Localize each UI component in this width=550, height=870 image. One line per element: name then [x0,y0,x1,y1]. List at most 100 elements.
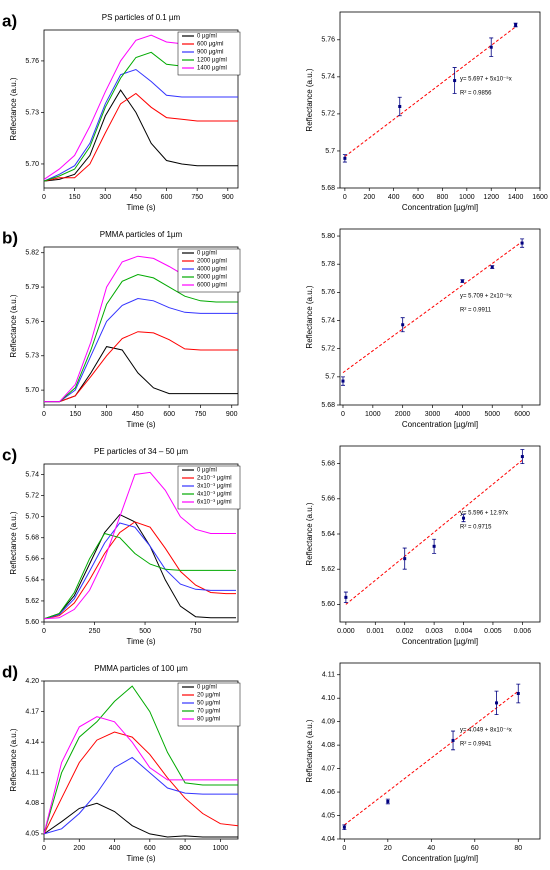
x-tick-label: 750 [190,628,202,635]
x-tick-label: 600 [161,194,173,201]
x-tick-label: 3000 [425,411,441,418]
x-tick-label: 0.000 [337,628,355,635]
x-tick-label: 1400 [508,194,524,201]
data-point [453,79,457,83]
legend-label: 50 µg/ml [197,701,220,707]
data-point [386,799,390,803]
y-tick-label: 5.72 [25,492,39,499]
y-axis-label: Reflectance (a.u.) [305,719,314,782]
series-line [43,522,236,620]
chart-title: PMMA particles of 100 µm [94,664,188,673]
x-tick-label: 150 [69,194,81,201]
series-line [43,513,236,620]
x-axis-label: Time (s) [126,637,155,646]
x-tick-label: 5000 [484,411,500,418]
x-tick-label: 0.002 [396,628,414,635]
y-tick-label: 4.06 [321,789,335,796]
y-tick-label: 5.70 [25,387,39,394]
y-tick-label: 5.7 [325,148,335,155]
legend-label: 2x10⁻³ µg/ml [197,476,232,482]
fit-equation: y= 5.709 + 2x10⁻⁵x [460,292,512,299]
y-axis-label: Reflectance (a.u.) [9,294,18,357]
y-tick-label: 4.11 [322,672,335,679]
y-tick-label: 5.76 [25,58,39,65]
panel-label: c) [2,445,17,464]
series-line [43,716,238,835]
y-tick-label: 5.70 [25,161,39,168]
y-tick-label: 4.14 [25,739,39,746]
x-tick-label: 750 [195,411,207,418]
x-tick-label: 900 [222,194,234,201]
series-line [43,92,238,182]
x-tick-label: 400 [388,194,400,201]
y-tick-label: 5.76 [25,318,39,325]
legend-label: 4x10⁻³ µg/ml [197,492,232,498]
plot-frame [339,445,541,623]
x-tick-label: 0.001 [367,628,385,635]
x-tick-label: 80 [514,845,522,852]
series-line [43,731,239,835]
data-point [495,701,499,705]
legend-label: 70 µg/ml [197,709,220,715]
y-tick-label: 5.70 [25,514,39,521]
x-tick-label: 1000 [365,411,381,418]
data-point [489,45,493,49]
series-line [43,685,238,835]
y-tick-label: 4.08 [25,800,39,807]
data-point [490,265,494,269]
legend-label: 6x10⁻³ µg/ml [197,500,232,506]
fit-line [342,241,523,374]
y-tick-label: 4.17 [25,708,39,715]
series-line [43,532,236,620]
y-tick-label: 5.73 [25,109,39,116]
x-tick-label: 800 [179,845,191,852]
data-point [343,156,347,160]
data-point [403,557,407,561]
x-axis-label: Time (s) [126,854,155,863]
legend-label: 0 µg/ml [197,34,217,40]
x-tick-label: 200 [363,194,375,201]
plot-frame [339,11,541,189]
x-tick-label: 2000 [395,411,411,418]
y-tick-label: 5.72 [321,111,335,118]
y-tick-label: 5.60 [321,601,335,608]
x-tick-label: 0 [343,194,347,201]
y-tick-label: 5.79 [25,284,39,291]
series-line [43,756,238,835]
legend-label: 6000 µg/ml [197,283,227,289]
plot-frame [43,246,239,406]
data-point [341,379,345,383]
data-point [462,516,466,520]
y-axis-label: Reflectance (a.u.) [305,68,314,131]
data-point [342,825,346,829]
x-tick-label: 0 [42,411,46,418]
legend-label: 2000 µg/ml [197,259,227,265]
fit-equation: y= 5.596 + 12.97x [460,510,508,516]
y-tick-label: 4.10 [321,695,335,702]
x-tick-label: 500 [139,628,151,635]
data-point [451,738,455,742]
fit-r-squared: R² = 0.9715 [460,525,492,531]
y-tick-label: 5.64 [25,577,39,584]
x-tick-label: 0 [342,845,346,852]
fit-line [344,26,516,157]
series-line [43,802,238,838]
y-tick-label: 5.68 [25,535,39,542]
fit-equation: y= 5.697 + 5x10⁻⁵x [460,75,512,82]
legend-label: 1400 µg/ml [197,66,227,72]
data-point [514,23,518,27]
legend-label: 4000 µg/ml [197,267,227,273]
series-line [43,89,238,182]
series-line [44,346,238,403]
legend-label: 900 µg/ml [197,50,223,56]
y-tick-label: 5.72 [321,346,335,353]
x-tick-label: 600 [412,194,424,201]
data-point [401,323,405,327]
data-point [520,241,524,245]
panel-label: a) [2,11,17,30]
series-line [44,273,238,403]
chart-title: PMMA particles of 1µm [100,230,183,239]
plot-frame [43,463,239,623]
y-tick-label: 5.73 [25,353,39,360]
chart-title: PS particles of 0.1 µm [102,13,181,22]
